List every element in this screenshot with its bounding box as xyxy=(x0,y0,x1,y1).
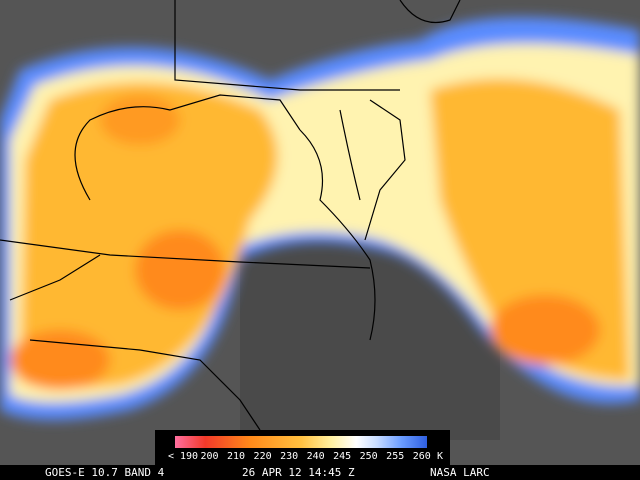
colorbar-label: 220 xyxy=(254,451,272,462)
colorbar-label: 255 xyxy=(386,451,404,462)
cloud-tops xyxy=(0,17,640,421)
colorbar xyxy=(175,436,427,448)
source-label: NASA LARC xyxy=(430,466,490,479)
colorbar-label: 260 xyxy=(413,451,431,462)
colorbar-unit: K xyxy=(437,451,443,462)
colorbar-label: 200 xyxy=(200,451,218,462)
colorbar-label: 245 xyxy=(333,451,351,462)
state-borders xyxy=(0,0,461,431)
colorbar-label: 240 xyxy=(307,451,325,462)
satellite-label: GOES-E 10.7 BAND 4 xyxy=(45,466,165,479)
timestamp: 26 APR 12 14:45 Z xyxy=(242,466,355,479)
footer-bar xyxy=(0,465,640,480)
colorbar-label: 230 xyxy=(280,451,298,462)
colorbar-labels: < 190 200 210 220 230 240 245 250 255 260 K xyxy=(168,451,443,462)
colorbar-label: 210 xyxy=(227,451,245,462)
colorbar-label: 250 xyxy=(360,451,378,462)
colorbar-label: < 190 xyxy=(168,451,198,462)
